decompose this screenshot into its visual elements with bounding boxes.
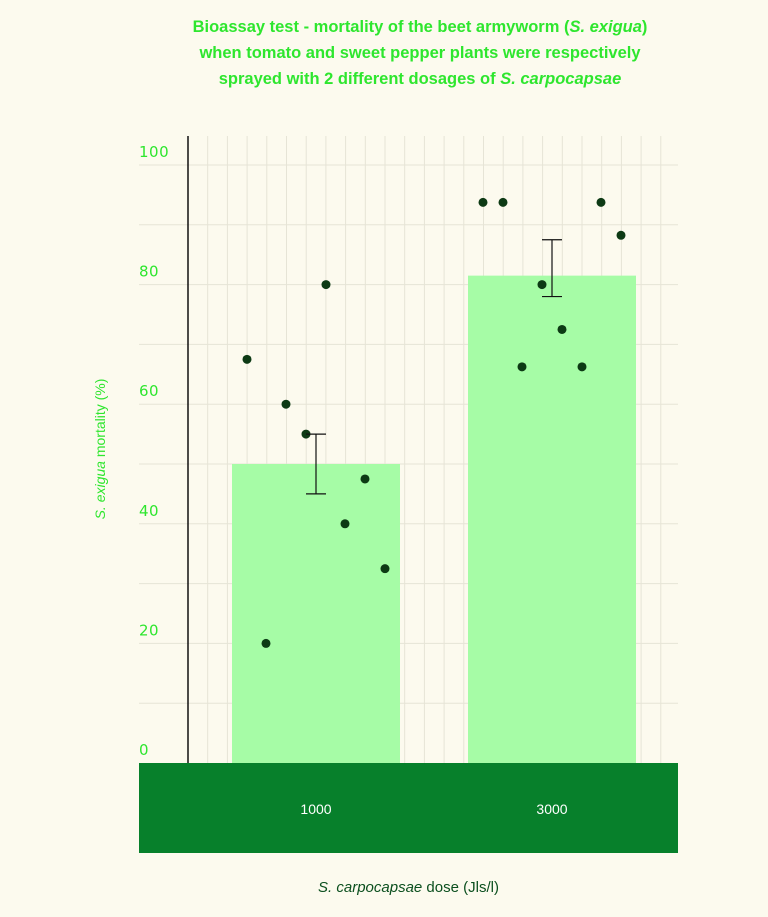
data-point	[537, 280, 547, 290]
y-tick-label: 0	[139, 741, 149, 759]
title-text: sprayed with 2 different dosages of	[218, 70, 501, 88]
title-text: )	[641, 18, 648, 36]
data-point	[616, 230, 626, 240]
title-text: Bioassay test - mortality of the beet ar…	[192, 18, 570, 36]
x-tick-label: 3000	[536, 801, 567, 817]
x-tick-label: 1000	[300, 801, 331, 817]
y-tick-label: 100	[139, 143, 169, 161]
data-point	[261, 638, 271, 648]
data-point	[596, 197, 606, 207]
x-axis-label-species: S. carpocapsae	[318, 879, 423, 896]
title-text: when tomato and sweet pepper plants were…	[199, 44, 641, 62]
y-axis-label-text: mortality (%)	[92, 378, 108, 462]
data-point	[517, 362, 527, 372]
data-point	[498, 197, 508, 207]
chart-title: Bioassay test - mortality of the beet ar…	[150, 14, 690, 92]
x-axis-band	[139, 763, 678, 853]
data-point	[340, 519, 350, 529]
data-point	[360, 474, 370, 484]
y-tick-label: 80	[139, 263, 159, 281]
data-point	[242, 354, 252, 364]
y-axis-label: S. exigua mortality (%)	[92, 379, 108, 520]
y-tick-label: 40	[139, 502, 159, 520]
y-axis-label-species: S. exigua	[92, 461, 108, 520]
title-species: S. carpocapsae	[500, 70, 622, 88]
x-axis-label: S. carpocapsae dose (Jls/l)	[139, 879, 678, 896]
title-species: S. exigua	[569, 18, 642, 36]
data-point	[281, 399, 291, 409]
data-point	[478, 197, 488, 207]
data-point	[321, 280, 331, 290]
data-point	[380, 564, 390, 574]
y-tick-label: 20	[139, 621, 159, 639]
x-axis-label-text: dose (Jls/l)	[422, 879, 499, 896]
data-point	[577, 362, 587, 372]
bar-3000	[468, 275, 636, 763]
data-point	[557, 324, 567, 334]
y-tick-label: 60	[139, 382, 159, 400]
bar-1000	[232, 464, 400, 763]
